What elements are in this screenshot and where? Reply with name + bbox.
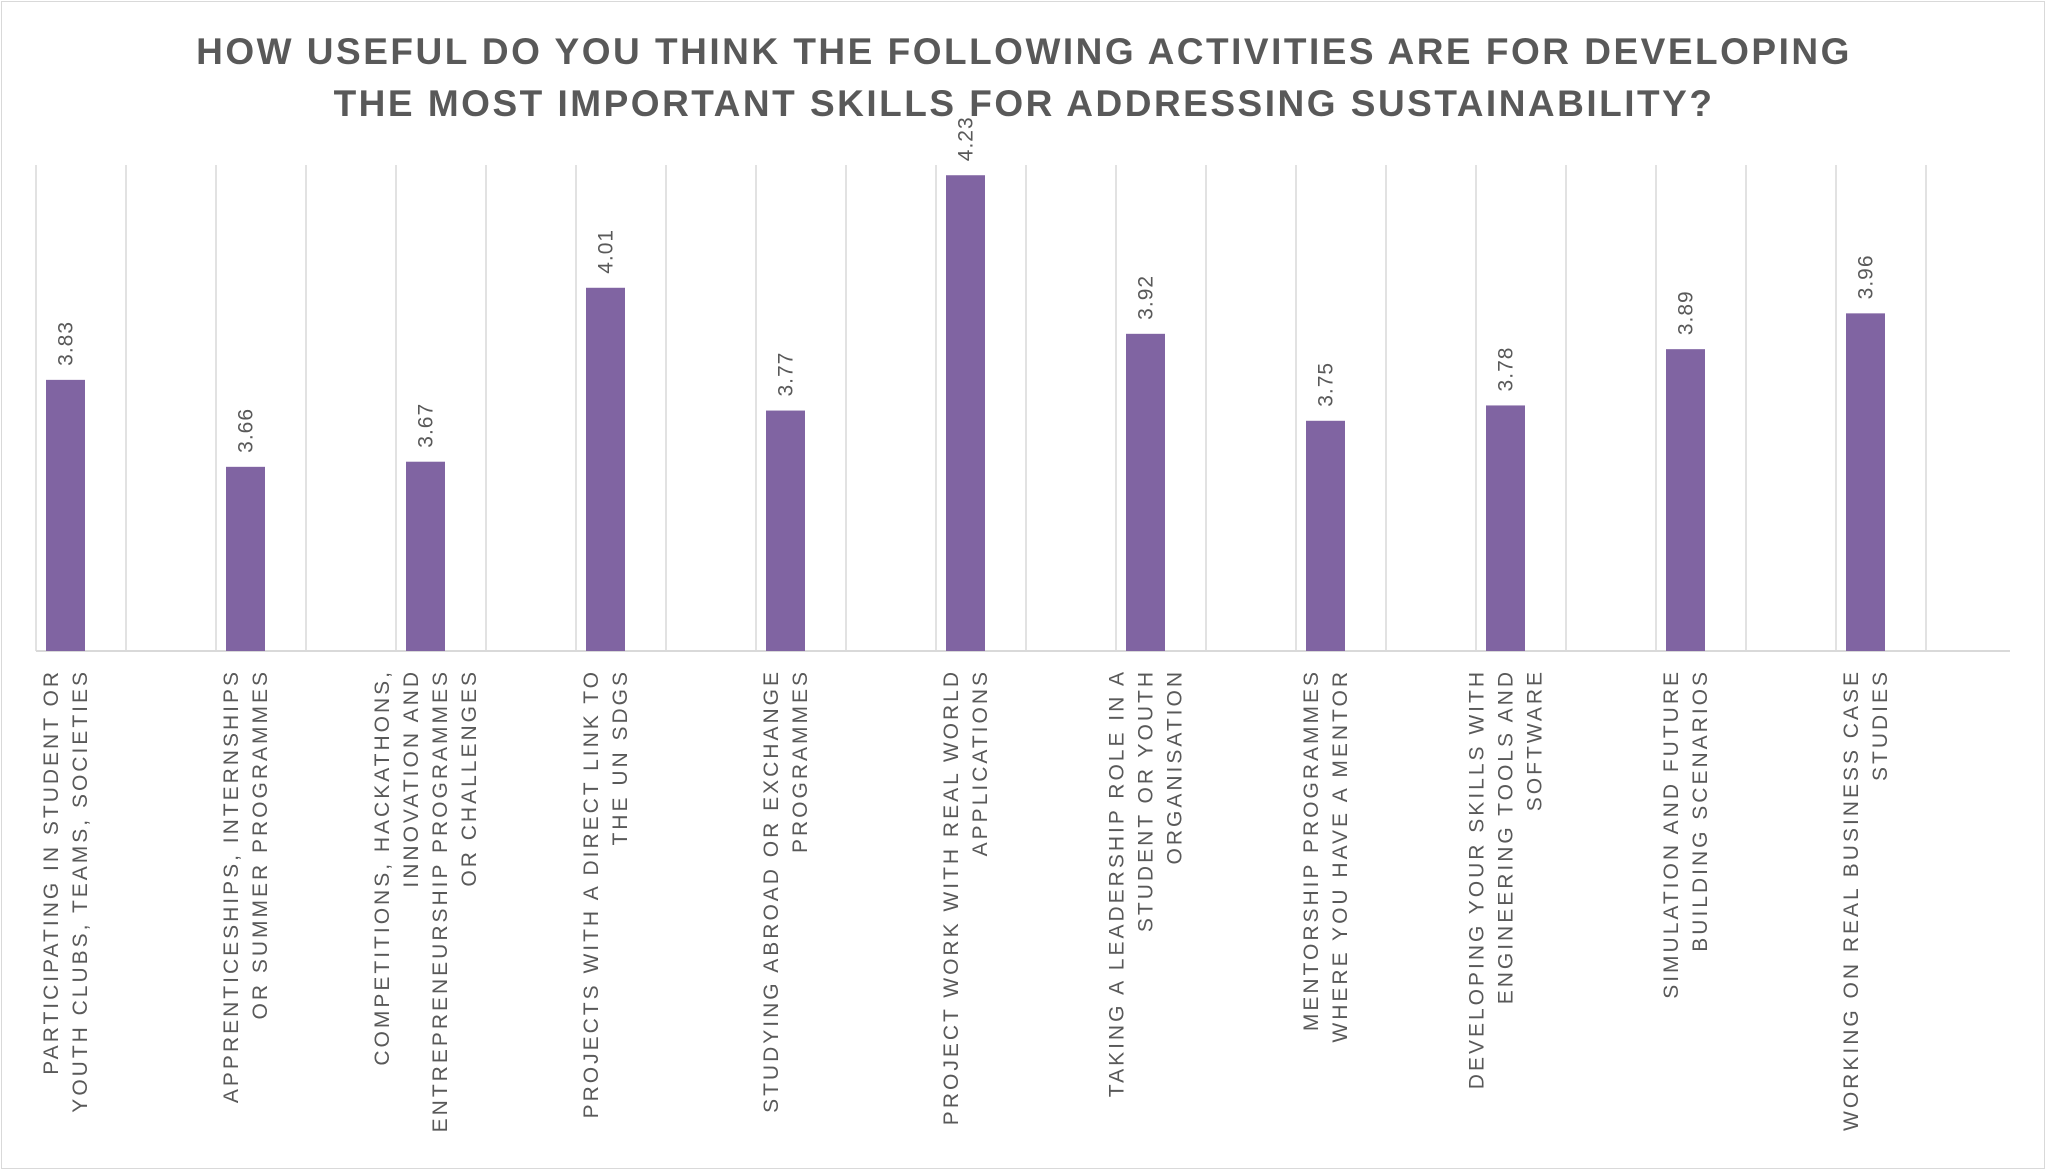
tick-label: ORGANISATION — [1164, 669, 1187, 864]
data-label: 3.96 — [1855, 254, 1878, 299]
tick-label: SOFTWARE — [1524, 669, 1547, 811]
bar — [1666, 349, 1705, 651]
category-label: PROJECTS WITH A DIRECT LINK TO THE UN SDG… — [580, 669, 632, 1118]
tick-label: STUDYING ABROAD OR EXCHANGE — [760, 669, 783, 1113]
data-label: 3.77 — [775, 352, 798, 397]
tick-label: ENGINEERING TOOLS AND — [1495, 669, 1518, 1004]
bar — [1306, 420, 1345, 651]
category-label: COMPETITIONS, HACKATHONS, INNOVATION AND E… — [371, 669, 481, 1132]
tick-label: COMPETITIONS, HACKATHONS, — [371, 669, 394, 1066]
tick-label: DEVELOPING YOUR SKILLS WITH — [1466, 669, 1489, 1089]
data-label: 3.83 — [55, 321, 78, 366]
category-label: STUDYING ABROAD OR EXCHANGE PROGRAMMES — [760, 669, 812, 1113]
data-label: 4.01 — [595, 229, 618, 274]
category-label: PROJECT WORK WITH REAL WORLD APPLICATIONS — [940, 669, 992, 1125]
tick-label: STUDENT OR YOUTH — [1135, 669, 1158, 932]
tick-label: WORKING ON REAL BUSINESS CASE — [1840, 669, 1863, 1131]
tick-label: BUILDING SCENARIOS — [1689, 669, 1712, 952]
data-label: 3.89 — [1675, 290, 1698, 335]
tick-label: YOUTH CLUBS, TEAMS, SOCIETIES — [69, 669, 92, 1113]
tick-label: THE UN SDGS — [609, 669, 632, 846]
bar — [1846, 313, 1885, 651]
tick-label: OR CHALLENGES — [458, 669, 481, 887]
bar — [946, 175, 985, 652]
category-label: MENTORSHIP PROGRAMMES WHERE YOU HAVE A ME… — [1300, 669, 1352, 1043]
bar — [1486, 405, 1525, 651]
tick-label: WHERE YOU HAVE A MENTOR — [1329, 669, 1352, 1043]
tick-label: PROJECTS WITH A DIRECT LINK TO — [580, 669, 603, 1118]
category-label: SIMULATION AND FUTURE BUILDING SCENARIOS — [1660, 669, 1712, 999]
category-label: TAKING A LEADERSHIP ROLE IN A STUDENT OR … — [1106, 669, 1187, 1097]
tick-label: OR SUMMER PROGRAMMES — [249, 669, 272, 1020]
bar — [226, 466, 265, 651]
bar — [406, 461, 445, 651]
chart-title: HOW USEFUL DO YOU THINK THE FOLLOWING AC… — [120, 26, 1928, 130]
data-label: 4.23 — [955, 116, 978, 161]
bar — [1126, 333, 1165, 651]
bar — [46, 379, 85, 651]
tick-label: INNOVATION AND — [400, 669, 423, 888]
bar — [766, 410, 805, 651]
tick-label: APPRENTICESHIPS, INTERNSHIPS — [220, 669, 243, 1103]
tick-label: ENTREPRENEURSHIP PROGRAMMES — [429, 669, 452, 1132]
tick-label: STUDIES — [1869, 669, 1892, 781]
chart-title-line-2: THE MOST IMPORTANT SKILLS FOR ADDRESSING… — [333, 83, 1715, 124]
tick-label: TAKING A LEADERSHIP ROLE IN A — [1106, 669, 1129, 1097]
data-label: 3.78 — [1495, 347, 1518, 392]
tick-label: PROJECT WORK WITH REAL WORLD — [940, 669, 963, 1125]
tick-label: APPLICATIONS — [969, 669, 992, 856]
tick-label: SIMULATION AND FUTURE — [1660, 669, 1683, 999]
tick-label: MENTORSHIP PROGRAMMES — [1300, 669, 1323, 1031]
category-label: APPRENTICESHIPS, INTERNSHIPS OR SUMMER PR… — [220, 669, 272, 1103]
data-label: 3.92 — [1135, 275, 1158, 320]
data-label: 3.67 — [415, 403, 438, 448]
bar — [586, 287, 625, 651]
tick-label: PROGRAMMES — [789, 669, 812, 853]
data-label: 3.75 — [1315, 362, 1338, 407]
category-label: PARTICIPATING IN STUDENT OR YOUTH CLUBS, … — [40, 669, 92, 1113]
category-label: WORKING ON REAL BUSINESS CASE STUDIES — [1840, 669, 1892, 1131]
tick-label: PARTICIPATING IN STUDENT OR — [40, 669, 63, 1075]
chart-title-line-1: HOW USEFUL DO YOU THINK THE FOLLOWING AC… — [196, 31, 1852, 72]
data-label: 3.66 — [235, 408, 258, 453]
category-label: DEVELOPING YOUR SKILLS WITH ENGINEERING T… — [1466, 669, 1547, 1089]
